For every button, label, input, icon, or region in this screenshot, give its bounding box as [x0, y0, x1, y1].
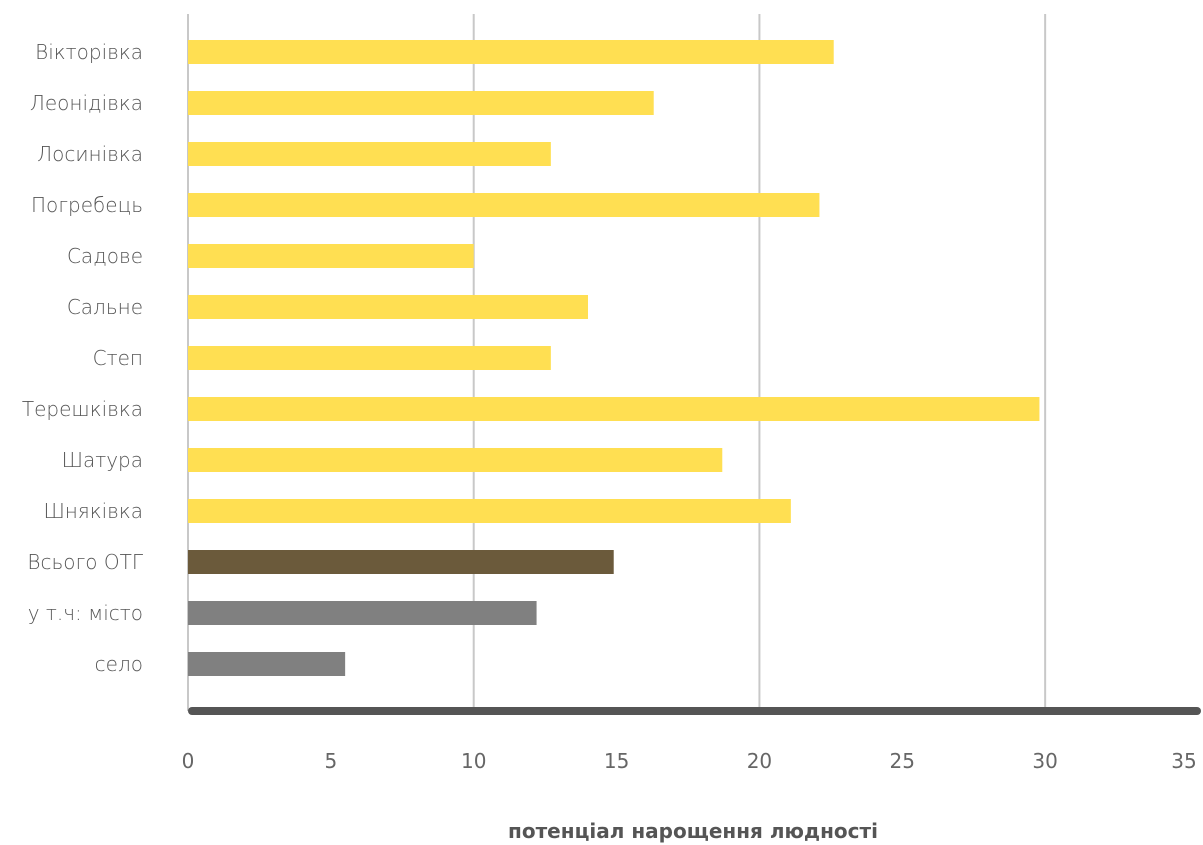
bar	[188, 601, 537, 625]
category-label: Всього ОТГ	[27, 550, 143, 574]
bars	[188, 40, 1040, 676]
category-labels: Вікторівка Леонідівка Лосинівка Погребець Са…	[22, 40, 144, 676]
bar	[188, 499, 791, 523]
bar	[188, 142, 551, 166]
x-tick-label: 5	[324, 749, 337, 773]
x-tick-label: 15	[604, 749, 629, 773]
category-label: Вікторівка	[35, 40, 143, 64]
bar	[188, 91, 654, 115]
bar	[188, 652, 346, 676]
bar	[188, 346, 551, 370]
category-label: Садове	[67, 244, 143, 268]
bar	[188, 295, 588, 319]
bar	[188, 397, 1040, 421]
tick-labels: 0 5 10 15 20 25 30 35	[182, 749, 1197, 773]
bar	[188, 40, 834, 64]
bar	[188, 550, 614, 574]
bar	[188, 193, 820, 217]
x-axis-title: потенціал нарощення людності	[508, 819, 878, 843]
x-tick-label: 0	[182, 749, 195, 773]
category-label: Терешківка	[22, 397, 143, 421]
category-label: у т.ч: місто	[28, 601, 143, 625]
category-label: Погребець	[31, 193, 143, 217]
category-label: село	[95, 652, 143, 676]
category-label: Леонідівка	[30, 91, 143, 115]
category-label: Сальне	[67, 295, 143, 319]
x-tick-label: 25	[890, 749, 915, 773]
x-tick-label: 20	[747, 749, 772, 773]
category-label: Шняківка	[43, 499, 143, 523]
bar	[188, 448, 723, 472]
category-label: Степ	[93, 346, 143, 370]
x-tick-label: 30	[1032, 749, 1057, 773]
x-tick-label: 10	[461, 749, 486, 773]
x-tick-label: 35	[1171, 749, 1196, 773]
bar	[188, 244, 474, 268]
category-label: Лосинівка	[37, 142, 143, 166]
category-label: Шатура	[62, 448, 143, 472]
